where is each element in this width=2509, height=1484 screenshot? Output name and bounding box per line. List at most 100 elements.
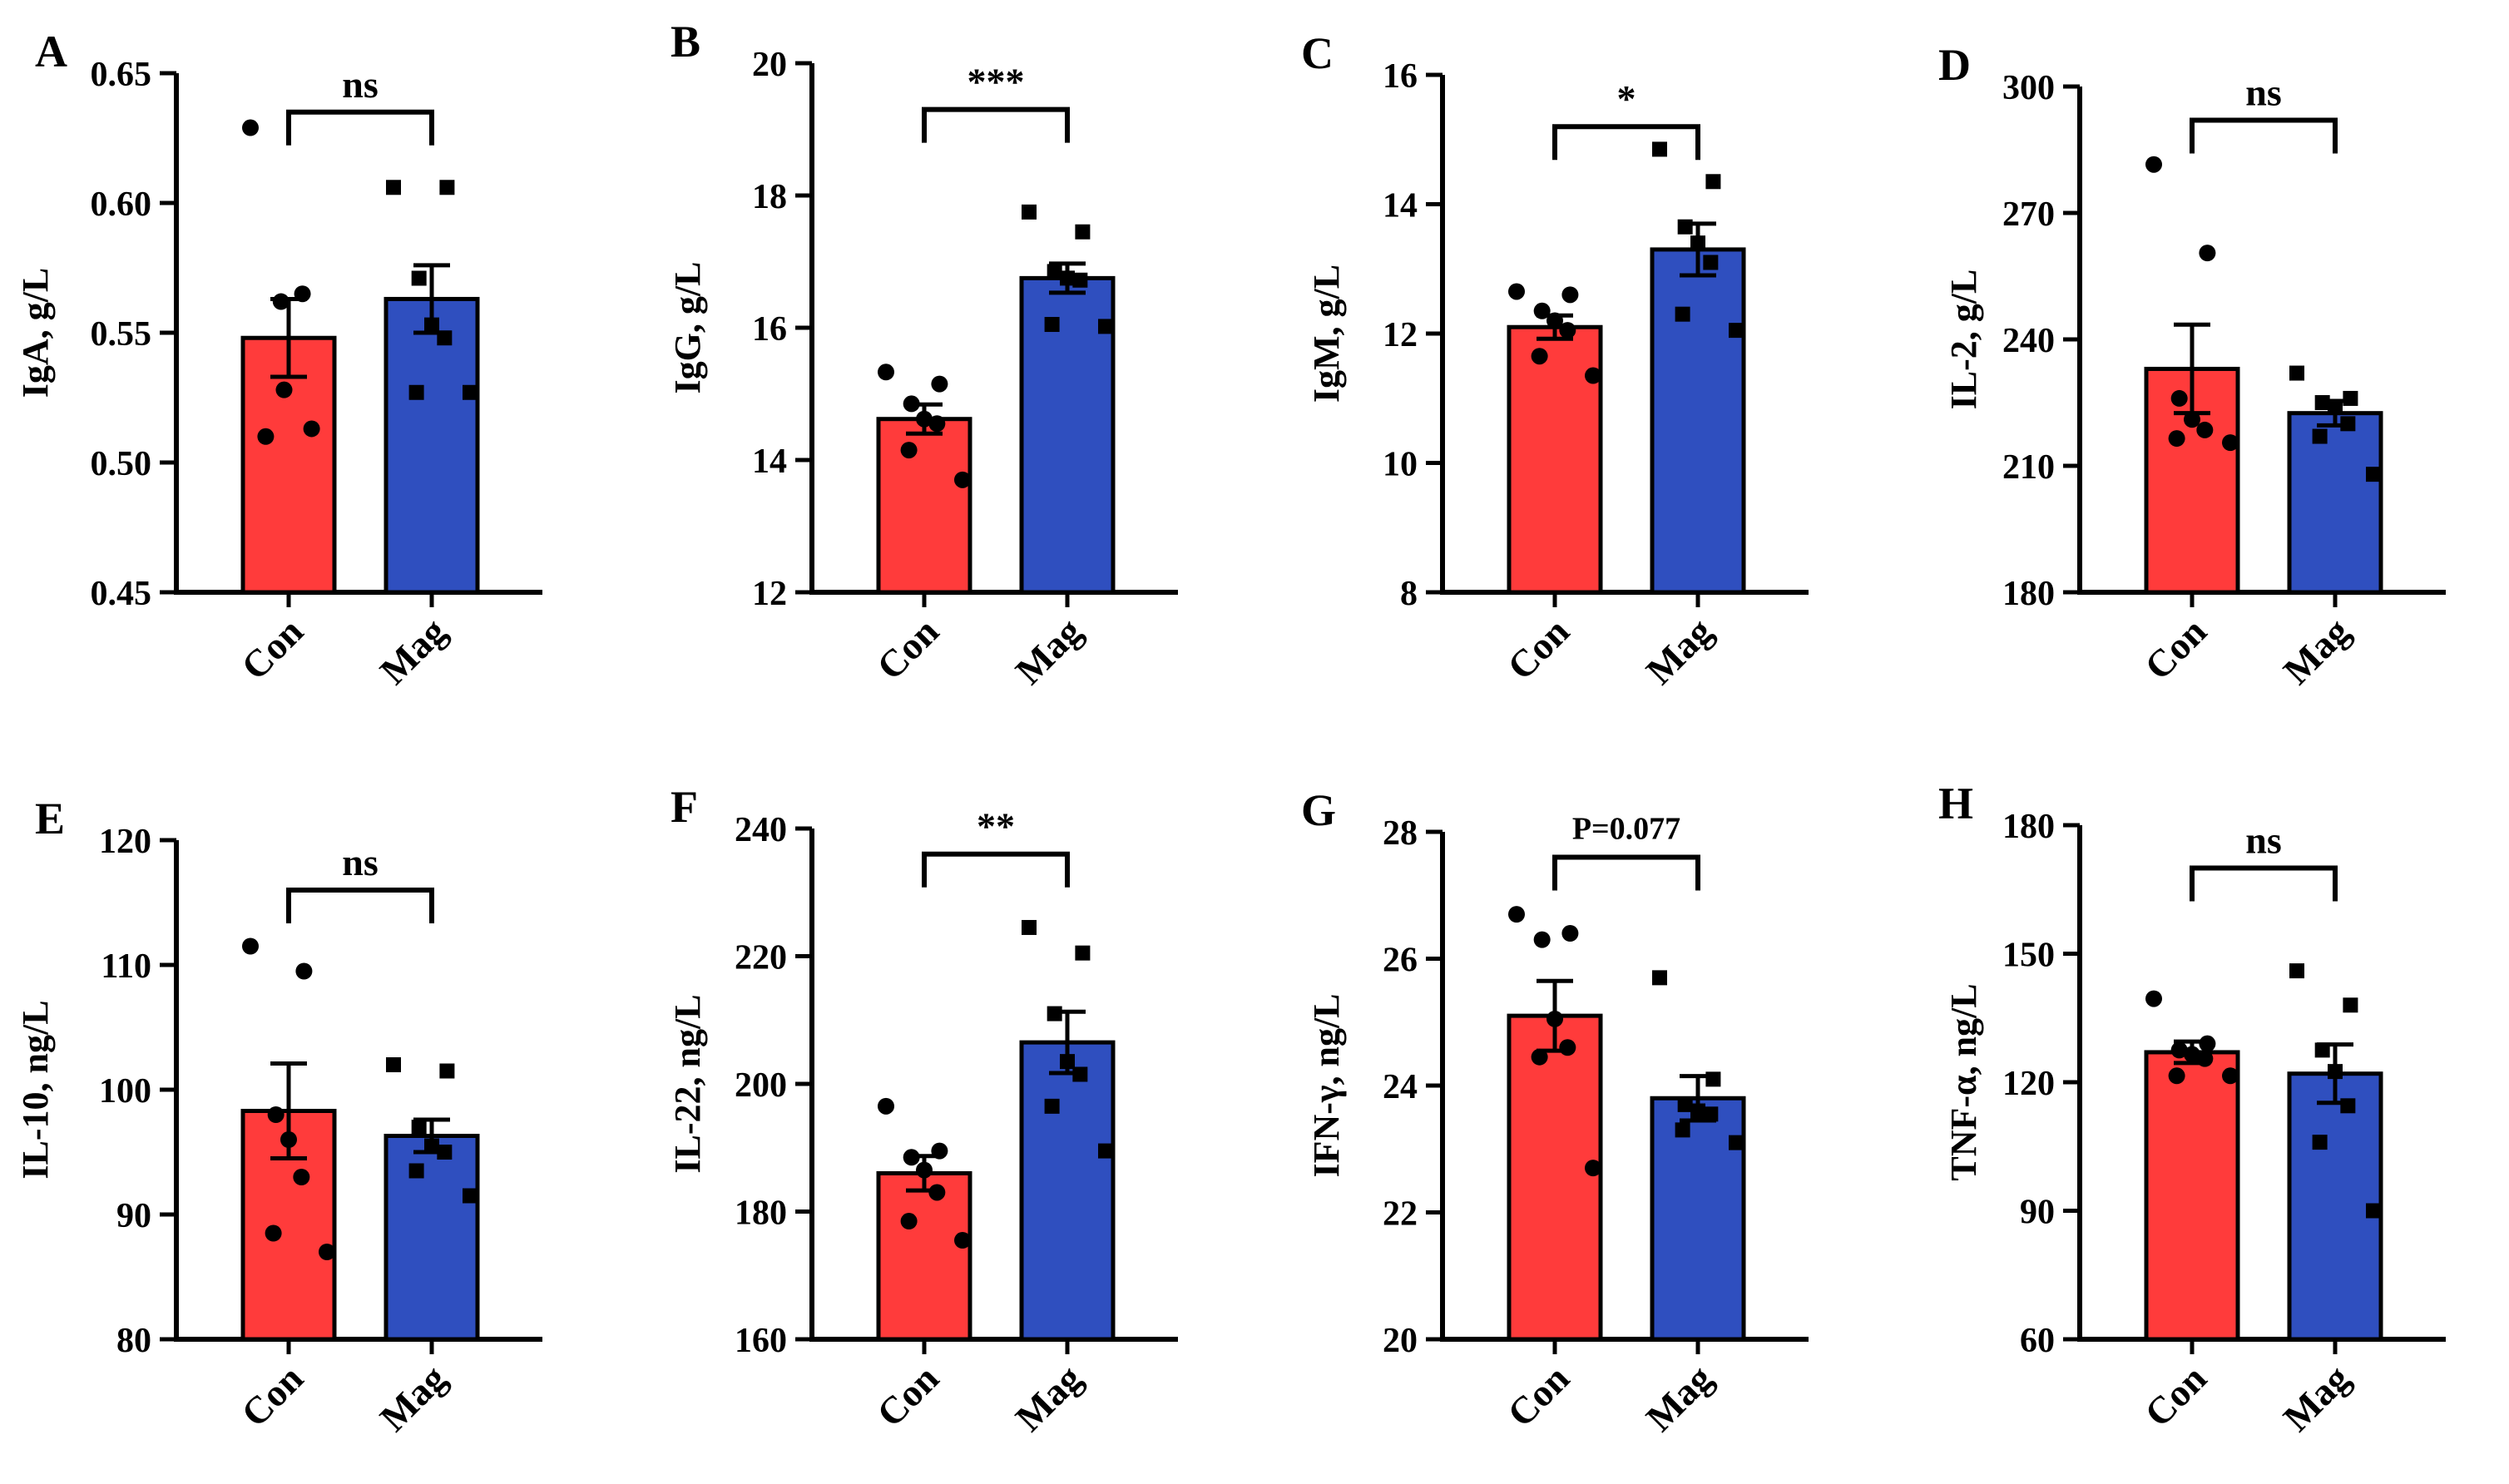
data-point-mag bbox=[1044, 317, 1060, 333]
data-point-mag bbox=[2366, 1203, 2381, 1219]
data-point-mag bbox=[386, 1057, 401, 1072]
y-tick-label: 300 bbox=[2002, 69, 2055, 107]
data-point-con bbox=[1531, 1048, 1548, 1066]
chart-panel-b: B 12 14 16 18 20 IgG, g/L Con Mag *** bbox=[667, 17, 1178, 692]
data-point-con bbox=[293, 1169, 310, 1185]
y-tick-label: 120 bbox=[2002, 1065, 2055, 1103]
x-tick-label-mag: Mag bbox=[1007, 610, 1090, 692]
y-axis-title: IL-10, ng/L bbox=[15, 1000, 56, 1179]
x-tick-label-con: Con bbox=[2136, 610, 2215, 688]
y-tick-label: 12 bbox=[752, 575, 787, 613]
data-point-con bbox=[242, 119, 259, 136]
data-point-mag bbox=[2314, 1042, 2330, 1058]
x-tick-label-con: Con bbox=[233, 610, 311, 688]
data-point-con bbox=[265, 1224, 282, 1242]
data-point-con bbox=[1561, 286, 1579, 304]
bar-mag bbox=[384, 296, 480, 595]
data-point-mag bbox=[2289, 365, 2304, 381]
data-point-con bbox=[1559, 322, 1576, 339]
x-tick-label-con: Con bbox=[868, 610, 947, 688]
x-tick-label-mag: Mag bbox=[372, 610, 454, 692]
data-point-con bbox=[319, 1244, 335, 1260]
significance-bracket bbox=[286, 109, 434, 146]
data-point-con bbox=[900, 442, 918, 459]
significance-label: *** bbox=[967, 61, 1025, 103]
bar-con bbox=[876, 1170, 972, 1342]
data-point-con bbox=[1533, 931, 1551, 948]
data-point-mag bbox=[1072, 1066, 1088, 1082]
data-point-con bbox=[275, 381, 293, 398]
significance-bracket bbox=[1552, 124, 1700, 161]
panel-label: C bbox=[1301, 28, 1334, 78]
data-point-mag bbox=[408, 384, 424, 400]
data-point-mag bbox=[386, 180, 401, 195]
data-point-mag bbox=[424, 1138, 439, 1154]
data-point-con bbox=[916, 410, 933, 428]
data-point-con bbox=[2168, 430, 2185, 448]
data-point-con bbox=[303, 420, 320, 438]
data-point-con bbox=[900, 1213, 918, 1230]
data-point-con bbox=[1561, 925, 1579, 942]
significance-label: ns bbox=[342, 841, 378, 883]
data-point-mag bbox=[437, 330, 453, 346]
data-point-con bbox=[1546, 1010, 1563, 1027]
bar-mag bbox=[1019, 275, 1116, 595]
panel-label: E bbox=[35, 794, 65, 843]
data-point-mag bbox=[2343, 390, 2358, 406]
significance-bracket bbox=[922, 106, 1070, 143]
significance-label: P=0.077 bbox=[1572, 812, 1680, 847]
chart-panel-c: C 8 10 12 14 16 IgM, g/L Con Mag * bbox=[1301, 28, 1809, 692]
data-point-mag bbox=[1652, 970, 1667, 986]
data-point-con bbox=[1508, 906, 1525, 923]
y-tick-label: 26 bbox=[1383, 942, 1418, 980]
data-point-mag bbox=[2289, 963, 2304, 979]
data-point-con bbox=[2222, 434, 2239, 452]
y-tick-label: 0.60 bbox=[91, 186, 152, 224]
data-point-mag bbox=[2328, 399, 2343, 415]
data-point-mag bbox=[1047, 1006, 1062, 1021]
data-point-con bbox=[2199, 1035, 2216, 1052]
data-point-con bbox=[931, 1142, 948, 1160]
significance-label: * bbox=[1617, 77, 1636, 120]
y-tick-label: 14 bbox=[1383, 187, 1418, 225]
data-point-mag bbox=[1075, 224, 1091, 240]
data-point-mag bbox=[1677, 1096, 1693, 1112]
data-point-con bbox=[916, 1161, 933, 1179]
significance-bracket bbox=[1552, 854, 1700, 891]
chart-panel-f: F 160 180 200 220 240 IL-22, ng/L Con Mag ** bbox=[667, 782, 1178, 1439]
data-point-mag bbox=[2340, 416, 2356, 432]
data-point-mag bbox=[1022, 204, 1037, 220]
y-tick-label: 270 bbox=[2002, 195, 2055, 234]
y-tick-label: 16 bbox=[1383, 57, 1418, 96]
data-point-mag bbox=[1652, 141, 1667, 157]
x-tick-label-mag: Mag bbox=[2275, 1357, 2358, 1439]
y-axis-title: IgM, g/L bbox=[1306, 265, 1347, 403]
data-point-con bbox=[2145, 156, 2162, 173]
y-tick-label: 0.65 bbox=[91, 56, 152, 94]
data-point-con bbox=[2184, 411, 2200, 428]
data-point-con bbox=[2170, 1041, 2188, 1059]
y-tick-label: 12 bbox=[1383, 316, 1418, 354]
data-point-con bbox=[1546, 312, 1563, 329]
x-tick-label-con: Con bbox=[2136, 1357, 2215, 1435]
data-point-mag bbox=[1075, 945, 1091, 961]
data-point-con bbox=[2184, 1046, 2200, 1063]
data-point-mag bbox=[2312, 1135, 2328, 1150]
x-tick-label-mag: Mag bbox=[372, 1357, 454, 1439]
data-point-con bbox=[2199, 245, 2216, 262]
data-point-mag bbox=[2314, 395, 2330, 410]
significance-label: ns bbox=[2245, 819, 2281, 862]
data-point-con bbox=[294, 285, 311, 303]
panel-label: H bbox=[1938, 779, 1973, 829]
chart-panel-g: G 20 22 24 26 28 IFN-γ, ng/L Con Mag P=0.077 bbox=[1301, 785, 1809, 1439]
data-point-mag bbox=[439, 1063, 455, 1079]
y-axis-title: TNF-α, ng/L bbox=[1943, 983, 1984, 1180]
y-tick-label: 10 bbox=[1383, 446, 1418, 484]
data-point-con bbox=[878, 364, 894, 381]
data-point-mag bbox=[1703, 1106, 1719, 1122]
data-point-mag bbox=[411, 1120, 427, 1135]
panel-label: D bbox=[1938, 40, 1971, 90]
bar-mag bbox=[2287, 411, 2383, 595]
bar-mag bbox=[1650, 247, 1746, 595]
data-point-mag bbox=[408, 1163, 424, 1179]
